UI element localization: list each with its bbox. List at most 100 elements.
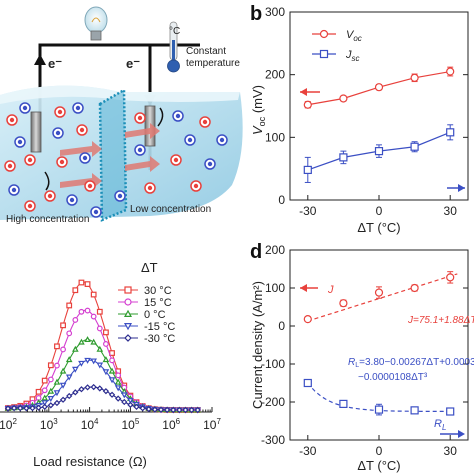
data-point--15 °C (102, 369, 110, 376)
data-point-J_sc (446, 128, 455, 137)
x-tick-label-c: 107 (203, 417, 221, 432)
legend-title-c: ΔT (141, 260, 158, 275)
legend-marker (123, 323, 133, 331)
y-tick-label-d: 100 (265, 281, 285, 295)
data-point--30 °C (108, 391, 116, 398)
data-point-15 °C (84, 307, 91, 314)
data-point--15 °C (65, 374, 73, 381)
data-point-0 °C (53, 378, 61, 385)
data-point-30 °C (60, 322, 66, 329)
data-point-15 °C (115, 372, 122, 379)
data-point--15 °C (53, 390, 61, 397)
x-tick-label-d: 30 (444, 444, 458, 458)
data-point-15 °C (54, 362, 60, 369)
data-point-0 °C (108, 367, 116, 374)
legend-c: 30 °C15 °C0 °C-15 °C-30 °C (118, 285, 175, 345)
constant-temperature-line1: Constant (186, 46, 226, 57)
data-point--15 °C (41, 400, 49, 407)
data-point--30 °C (163, 406, 171, 414)
data-point--15 °C (59, 382, 67, 389)
data-point-30 °C (41, 377, 48, 384)
y-tick-label-d: -200 (261, 395, 285, 409)
data-point-0 °C (90, 338, 97, 345)
x-tick-label-c: 105 (121, 417, 139, 432)
data-point-V_oc (446, 67, 455, 76)
x-axis-title-d: ΔT (°C) (357, 458, 400, 473)
y-tick-label-b: 100 (265, 130, 285, 144)
legend-marker (124, 286, 132, 294)
data-point-30 °C (96, 308, 103, 315)
anion-icon-core (55, 130, 61, 136)
cation-icon-core (79, 127, 85, 133)
data-point-30 °C (84, 281, 91, 287)
data-point--30 °C (35, 404, 42, 411)
x-tick-label-d: -30 (299, 444, 317, 458)
data-point--30 °C (121, 398, 128, 406)
data-point--30 °C (59, 396, 67, 403)
low-concentration-label: Low concentration (130, 204, 211, 215)
data-point--15 °C (108, 377, 116, 384)
data-point-0 °C (65, 356, 73, 363)
panel-letter-b: b (250, 3, 262, 25)
data-point--30 °C (151, 406, 159, 413)
data-point-J_sc (339, 153, 348, 162)
light-bulb-icon (84, 6, 108, 41)
x-tick-label-b: 0 (376, 204, 383, 218)
data-point--30 °C (10, 404, 18, 412)
data-point-0 °C (47, 387, 55, 394)
anion-icon-core (175, 113, 181, 119)
data-point-15 °C (78, 308, 85, 315)
data-point-0 °C (41, 394, 49, 401)
data-point--30 °C (145, 405, 152, 413)
data-point--30 °C (29, 404, 36, 412)
data-point-J_sc (303, 165, 312, 175)
anion-icon-core (137, 147, 143, 153)
data-point-V_oc (303, 100, 312, 109)
data-point--30 °C (102, 388, 110, 395)
data-point-J (410, 283, 419, 293)
data-point-30 °C (90, 291, 97, 298)
data-point-R_L (446, 407, 455, 416)
legend-marker (123, 309, 133, 317)
data-point--30 °C (47, 402, 54, 409)
anion-icon-core (17, 139, 23, 145)
legend-label: -30 °C (144, 333, 175, 345)
data-point--15 °C (47, 396, 55, 403)
annotation-j-fit: J=75.1+1.88ΔT (407, 315, 474, 326)
y-tick-label-d: 0 (278, 319, 285, 333)
cation-icon-core (27, 157, 33, 163)
data-point-0 °C (102, 356, 110, 363)
anion-icon-core (11, 187, 17, 193)
cation-icon-core (193, 183, 199, 189)
data-point--15 °C (114, 385, 122, 392)
anion-icon-core (22, 105, 28, 111)
data-point-15 °C (60, 346, 66, 353)
data-point-15 °C (72, 317, 79, 323)
high-concentration-label: High concentration (6, 214, 89, 225)
annotation-rl-label: RL (434, 418, 446, 432)
data-point--30 °C (133, 403, 140, 411)
data-point--30 °C (72, 389, 79, 396)
legend-b: Voc Jsc (312, 29, 362, 63)
data-point--30 °C (84, 384, 91, 391)
cation-icon-core (27, 203, 33, 209)
anion-icon-core (69, 197, 75, 203)
x-axis-title-c: Load resistance (Ω) (33, 454, 147, 469)
x-tick-label-c: 106 (162, 417, 180, 432)
legend-marker (124, 298, 132, 306)
data-point-30 °C (54, 343, 60, 350)
data-point--30 °C (182, 406, 189, 414)
thermometer-unit: °C (169, 26, 180, 37)
cation-icon-core (9, 117, 15, 123)
data-point--30 °C (157, 406, 165, 413)
data-point-J (374, 288, 384, 297)
cation-icon-core (47, 193, 53, 199)
ion-particles (4, 102, 228, 218)
data-point-V_oc (374, 83, 384, 92)
cation-icon-core (202, 119, 208, 125)
legend-label: -15 °C (144, 321, 175, 333)
data-point-15 °C (66, 330, 73, 337)
data-point--30 °C (66, 392, 73, 400)
data-point-0 °C (59, 367, 67, 374)
data-point-0 °C (84, 336, 91, 343)
